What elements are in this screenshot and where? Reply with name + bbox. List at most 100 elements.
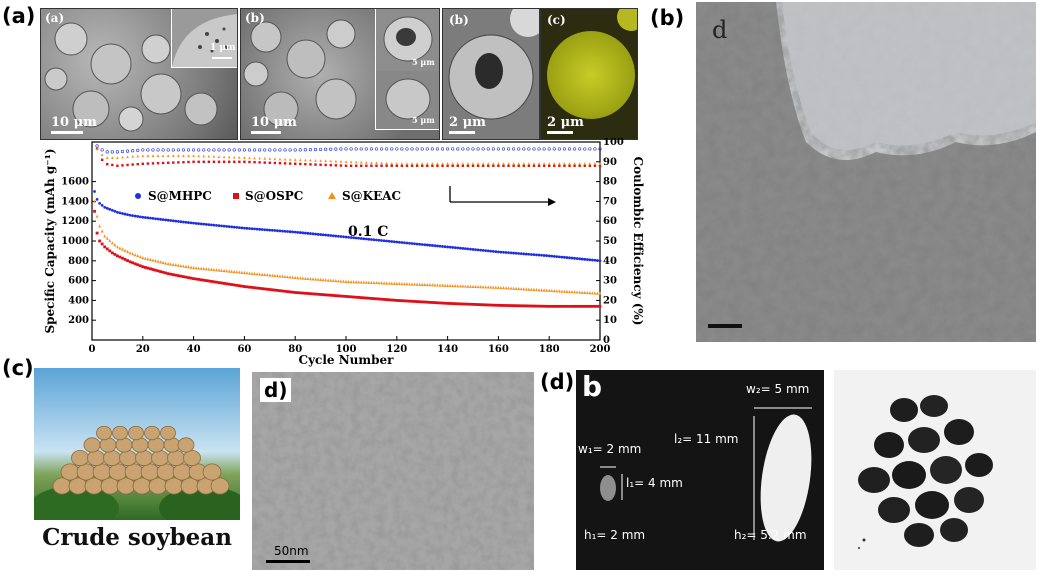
ce-point-smhpc bbox=[435, 147, 440, 151]
capacity-point-sospc bbox=[517, 304, 521, 308]
ce-point-sospc bbox=[207, 160, 211, 163]
soybean-caption: Crude soybean bbox=[42, 524, 232, 551]
capacity-point-sospc bbox=[184, 275, 188, 279]
capacity-point-sospc bbox=[413, 300, 416, 303]
capacity-point-smhpc bbox=[458, 246, 462, 250]
inset-scale-label: 5 μm bbox=[412, 57, 435, 67]
ce-point-skeac bbox=[593, 162, 597, 165]
ce-point-skeac bbox=[512, 162, 515, 165]
capacity-point-smhpc bbox=[557, 255, 561, 259]
capacity-point-skeac bbox=[207, 267, 211, 271]
capacity-point-skeac bbox=[344, 279, 348, 283]
ce-point-smhpc bbox=[374, 147, 379, 151]
y2-tick-label: 10 bbox=[603, 315, 617, 326]
capacity-point-smhpc bbox=[583, 257, 587, 261]
y2-tick-label: 20 bbox=[603, 295, 617, 306]
capacity-point-skeac bbox=[403, 282, 406, 286]
capacity-point-skeac bbox=[100, 229, 104, 233]
capacity-point-skeac bbox=[293, 275, 297, 280]
capacity-point-smhpc bbox=[253, 227, 256, 231]
capacity-point-sospc bbox=[504, 304, 508, 307]
ce-point-smhpc bbox=[293, 148, 297, 152]
ce-point-skeac bbox=[456, 162, 460, 165]
capacity-point-skeac bbox=[357, 280, 361, 284]
capacity-point-smhpc bbox=[260, 228, 264, 231]
capacity-point-sospc bbox=[471, 302, 475, 306]
capacity-point-smhpc bbox=[113, 209, 117, 213]
capacity-point-smhpc bbox=[354, 236, 358, 240]
capacity-point-smhpc bbox=[131, 214, 135, 218]
capacity-point-skeac bbox=[93, 199, 96, 203]
scale-bar bbox=[449, 131, 475, 134]
capacity-point-smhpc bbox=[532, 253, 536, 257]
ce-point-skeac bbox=[95, 147, 99, 151]
ce-point-smhpc bbox=[486, 147, 490, 151]
capacity-point-sospc bbox=[293, 291, 297, 294]
capacity-point-smhpc bbox=[250, 227, 254, 231]
capacity-point-smhpc bbox=[438, 244, 442, 248]
capacity-point-sospc bbox=[532, 304, 536, 308]
ce-point-sospc bbox=[527, 164, 531, 167]
capacity-point-sospc bbox=[524, 304, 528, 308]
capacity-point-smhpc bbox=[512, 251, 516, 255]
capacity-point-sospc bbox=[453, 302, 457, 306]
capacity-point-skeac bbox=[585, 290, 589, 295]
ce-point-skeac bbox=[517, 162, 521, 165]
capacity-point-smhpc bbox=[301, 231, 305, 235]
capacity-point-skeac bbox=[237, 270, 241, 274]
scale-label: 10 μm bbox=[251, 115, 297, 130]
capacity-point-sospc bbox=[400, 299, 404, 303]
capacity-point-skeac bbox=[286, 275, 289, 279]
ce-point-skeac bbox=[400, 162, 404, 165]
capacity-point-smhpc bbox=[156, 217, 160, 221]
capacity-point-skeac bbox=[441, 283, 444, 287]
ce-point-skeac bbox=[166, 154, 170, 157]
capacity-point-sospc bbox=[375, 297, 378, 301]
capacity-point-smhpc bbox=[288, 230, 292, 234]
ce-point-smhpc bbox=[527, 147, 531, 151]
capacity-point-skeac bbox=[413, 282, 416, 286]
capacity-point-skeac bbox=[545, 288, 549, 292]
ce-point-sospc bbox=[400, 164, 404, 167]
capacity-point-sospc bbox=[156, 269, 160, 273]
l1-label: l₁= 4 mm bbox=[626, 476, 683, 490]
capacity-point-smhpc bbox=[575, 257, 579, 260]
scale-bar bbox=[266, 560, 310, 563]
soybean bbox=[108, 463, 128, 481]
ce-point-smhpc bbox=[537, 147, 541, 151]
ce-point-sospc bbox=[238, 160, 241, 163]
capacity-point-smhpc bbox=[519, 252, 523, 256]
capacity-point-skeac bbox=[542, 288, 546, 292]
capacity-point-smhpc bbox=[590, 258, 594, 262]
x-tick-label: 0 bbox=[89, 344, 96, 355]
capacity-point-smhpc bbox=[136, 215, 140, 218]
capacity-point-sospc bbox=[545, 304, 549, 308]
capacity-point-sospc bbox=[166, 272, 170, 276]
capacity-point-smhpc bbox=[146, 216, 150, 220]
capacity-point-skeac bbox=[349, 279, 353, 284]
ce-point-smhpc bbox=[491, 147, 495, 151]
capacity-point-smhpc bbox=[240, 226, 244, 230]
ce-point-smhpc bbox=[512, 147, 516, 151]
capacity-point-sospc bbox=[499, 303, 503, 307]
capacity-point-skeac bbox=[527, 287, 531, 291]
capacity-point-smhpc bbox=[560, 255, 564, 259]
capacity-point-skeac bbox=[159, 260, 162, 264]
capacity-point-sospc bbox=[309, 292, 312, 296]
y2-tick-label: 80 bbox=[603, 177, 617, 188]
capacity-point-smhpc bbox=[118, 211, 122, 215]
capacity-point-smhpc bbox=[420, 243, 424, 246]
capacity-point-smhpc bbox=[296, 230, 300, 234]
ce-point-skeac bbox=[390, 161, 394, 165]
ce-point-sospc bbox=[202, 160, 205, 163]
ce-point-sospc bbox=[161, 161, 165, 165]
capacity-point-sospc bbox=[354, 295, 358, 299]
capacity-point-skeac bbox=[133, 253, 137, 257]
capacity-point-sospc bbox=[113, 252, 117, 256]
ce-point-smhpc bbox=[578, 147, 582, 151]
capacity-point-sospc bbox=[336, 294, 340, 298]
capacity-point-sospc bbox=[240, 284, 244, 288]
legend-label-ospc: S@OSPC bbox=[245, 189, 303, 203]
capacity-point-skeac bbox=[222, 268, 226, 273]
capacity-point-skeac bbox=[512, 286, 516, 290]
